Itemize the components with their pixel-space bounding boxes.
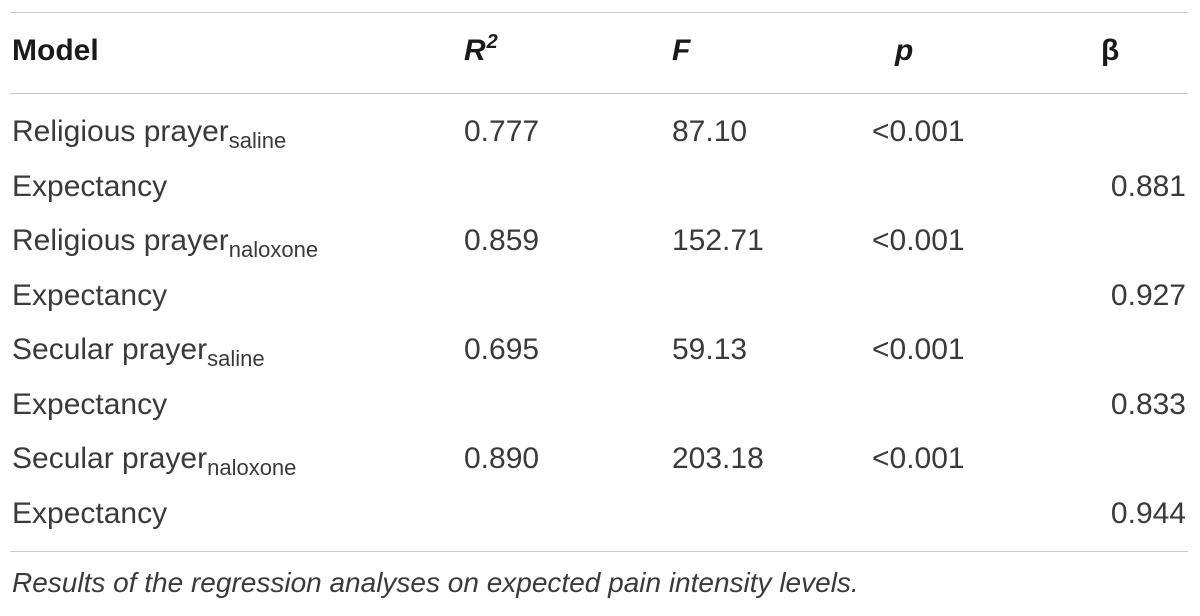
row-label-text: Expectancy — [12, 279, 168, 312]
header-r-squared-base: R — [464, 34, 486, 67]
row-p-value: <0.001 — [872, 333, 965, 366]
header-model: Model — [12, 34, 99, 67]
row-model-label: Expectancy — [12, 387, 167, 423]
header-p: p — [895, 34, 914, 67]
row-label-text: Expectancy — [12, 170, 168, 203]
row-beta: 0.833 — [1110, 388, 1186, 421]
row-f-value: 59.13 — [672, 333, 748, 366]
row-model-label: Expectancy — [12, 278, 167, 314]
row-model-label: Religious prayersaline — [12, 114, 287, 153]
row-model-label: Expectancy — [12, 496, 167, 532]
row-p-value: <0.001 — [872, 442, 965, 475]
row-model-label: Secular prayernaloxone — [12, 441, 297, 480]
row-r-squared: 0.695 — [464, 333, 540, 366]
row-f-value: 152.71 — [672, 224, 764, 257]
row-f-value: 203.18 — [672, 442, 764, 475]
row-label-subscript: saline — [207, 346, 265, 371]
row-model-label: Religious prayernaloxone — [12, 223, 319, 262]
row-label-text: Secular prayer — [12, 333, 208, 366]
header-f: F — [672, 34, 691, 67]
row-r-squared: 0.890 — [464, 442, 540, 475]
header-beta: β — [1101, 34, 1120, 67]
row-label-text: Expectancy — [12, 497, 168, 530]
row-beta: 0.944 — [1110, 497, 1186, 530]
row-label-text: Religious prayer — [12, 115, 229, 148]
row-label-text: Secular prayer — [12, 442, 208, 475]
row-p-value: <0.001 — [872, 224, 965, 257]
table-bottom-rule — [10, 551, 1188, 552]
row-label-text: Religious prayer — [12, 224, 229, 257]
header-r-squared-sup: 2 — [486, 31, 498, 53]
row-beta: 0.881 — [1110, 170, 1186, 203]
row-f-value: 87.10 — [672, 115, 748, 148]
row-p-value: <0.001 — [872, 115, 965, 148]
row-label-text: Expectancy — [12, 388, 168, 421]
header-r-squared: R2 — [464, 31, 498, 72]
row-model-label: Expectancy — [12, 169, 167, 205]
row-model-label: Secular prayersaline — [12, 332, 265, 371]
row-r-squared: 0.859 — [464, 224, 540, 257]
table-caption: Results of the regression analyses on ex… — [12, 567, 859, 598]
table-header-rule — [10, 93, 1188, 94]
row-label-subscript: saline — [228, 128, 287, 153]
row-r-squared: 0.777 — [464, 115, 540, 148]
row-beta: 0.927 — [1110, 279, 1186, 312]
row-label-subscript: naloxone — [228, 237, 319, 262]
table-top-rule — [10, 12, 1188, 13]
row-label-subscript: naloxone — [207, 455, 297, 480]
